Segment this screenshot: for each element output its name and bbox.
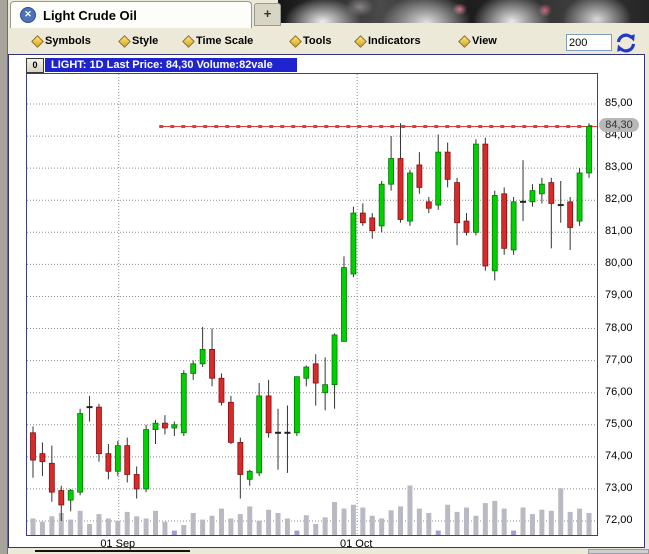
y-axis-tick: 82,00 [605,193,633,206]
menu-tools[interactable]: Tools [289,34,332,48]
y-axis-tick: 80,00 [605,257,633,270]
resize-grip[interactable] [588,549,649,554]
chart-panel: 0 LIGHT: 1D Last Price: 84,30 Volume:82v… [8,54,645,550]
y-axis-tick: 78,00 [605,321,633,334]
y-axis-tick: 77,00 [605,353,633,366]
chart-tab[interactable]: ✕ Light Crude Oil [10,1,252,28]
y-axis-tick: 74,00 [605,449,633,462]
x-axis-label-oct: 01 Oct [339,538,373,550]
y-axis-tick: 79,00 [605,289,633,302]
menu-label: View [472,35,497,47]
menu-label: Tools [303,35,332,47]
y-axis-tick: 76,00 [605,385,633,398]
x-axis-label-sep: 01 Sep [100,538,136,550]
diamond-icon [458,34,471,48]
y-axis-tick: 81,00 [605,225,633,238]
y-axis-tick: 73,00 [605,481,633,494]
scrollbar-line[interactable] [35,550,190,552]
menu-bar: Symbols Style Time Scale Tools Indicator… [8,28,649,55]
menu-label: Time Scale [196,35,254,47]
menu-label: Symbols [45,35,91,47]
menu-label: Style [132,35,159,47]
plot-area[interactable] [26,73,598,536]
diamond-icon [182,34,195,48]
y-axis-tick: 85,00 [605,97,633,109]
chart-title-bar[interactable]: LIGHT: 1D Last Price: 84,30 Volume:82val… [45,58,297,72]
desktop-wallpaper [278,0,649,23]
refresh-icon[interactable] [614,31,638,55]
menu-label: Indicators [368,35,421,47]
y-axis-tick: 75,00 [605,417,633,430]
menu-indicators[interactable]: Indicators [354,34,421,48]
menu-view[interactable]: View [458,34,497,48]
tab-title: Light Crude Oil [43,7,137,23]
desktop-edge [0,0,8,554]
candlestick-plot [27,74,597,535]
tab-bar: ✕ Light Crude Oil + [7,0,649,28]
price-axis: 85,00 84,00 83,00 82,00 81,00 80,00 79,00 78,00… [601,73,643,536]
menu-symbols[interactable]: Symbols [31,34,91,48]
y-axis-tick: 83,00 [605,161,633,174]
diamond-icon [354,34,367,48]
new-tab-button[interactable]: + [254,3,281,26]
y-axis-tick: 84,00 [605,129,633,142]
diamond-icon [289,34,302,48]
last-price-badge: 84,30 [599,118,639,133]
y-axis-tick: 72,00 [605,514,633,526]
menu-time-scale[interactable]: Time Scale [182,34,254,48]
close-icon[interactable]: ✕ [20,7,36,23]
diamond-icon [118,34,131,48]
menu-style[interactable]: Style [118,34,159,48]
bars-count-input[interactable] [566,34,612,51]
legend-collapse-button[interactable]: 0 [26,58,44,73]
diamond-icon [31,34,44,48]
